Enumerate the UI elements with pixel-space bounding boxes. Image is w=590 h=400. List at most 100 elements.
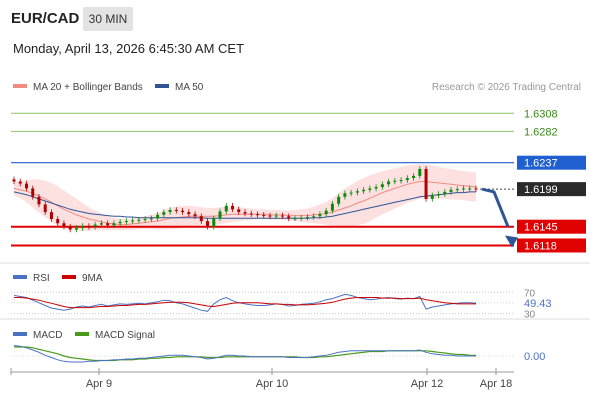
- rsi-ma-legend-label: 9MA: [82, 273, 103, 284]
- timestamp-label: Monday, April 13, 2026 6:45:30 AM CET: [13, 41, 245, 56]
- macd-value-label: 0.00: [524, 351, 545, 363]
- candle-body: [380, 184, 384, 188]
- candle-body: [68, 226, 72, 230]
- pivot-level-tag: [517, 155, 586, 170]
- time-tick-label: Apr 12: [411, 378, 443, 390]
- time-tick-label: Apr 10: [256, 378, 288, 390]
- candle-body: [430, 195, 434, 199]
- candle-body: [199, 216, 203, 222]
- candle-body: [443, 191, 447, 194]
- pivot-level-label: 1.6237: [524, 158, 558, 170]
- candle-body: [218, 211, 222, 219]
- support-level-tag: [517, 219, 586, 234]
- projection-arrow-line: [481, 187, 510, 228]
- candle-body: [268, 215, 272, 217]
- candle-body: [318, 214, 322, 217]
- ma50-legend-label: MA 50: [175, 82, 204, 93]
- candle-body: [174, 210, 178, 211]
- candle-body: [449, 189, 453, 192]
- rsi-tick-label: 70: [524, 288, 536, 299]
- candle-body: [355, 191, 359, 193]
- candle-body: [330, 203, 334, 211]
- candle-body: [187, 212, 191, 215]
- candle-body: [49, 212, 53, 220]
- candle-body: [455, 189, 459, 191]
- candle-body: [124, 221, 128, 223]
- candle-body: [231, 205, 235, 210]
- candle-body: [99, 223, 103, 225]
- macd-panel: 0.00: [11, 345, 545, 363]
- ma50-legend-swatch: [155, 84, 169, 88]
- candle-body: [24, 183, 28, 189]
- rsi-ma-line: [14, 297, 476, 309]
- candle-body: [193, 214, 197, 217]
- candle-body: [393, 180, 397, 182]
- candle-body: [412, 175, 416, 178]
- rsi-ma-legend-swatch: [62, 275, 76, 279]
- current-level-label: 1.6199: [524, 184, 558, 196]
- support-level-label: 1.6118: [524, 240, 557, 252]
- ma50-line: [13, 191, 476, 219]
- macd-legend-swatch: [13, 332, 27, 336]
- candle-body: [31, 188, 35, 197]
- candle-body: [168, 210, 172, 213]
- candle-body: [424, 168, 428, 199]
- candle-body: [262, 214, 266, 216]
- candle-body: [280, 215, 284, 217]
- projection-arrow-head: [505, 235, 518, 248]
- macd-line: [13, 345, 476, 363]
- candle-body: [287, 216, 291, 219]
- candle-body: [468, 188, 472, 190]
- price-panel: 1.6308 1.6282 1.6237 1.6199 1.6145 1.6118: [11, 108, 586, 253]
- macd-signal-legend-swatch: [75, 332, 89, 336]
- bollinger-band-area: [14, 164, 476, 231]
- candle-body: [474, 188, 478, 190]
- candle-body: [87, 226, 91, 227]
- ma20-legend-swatch: [13, 84, 27, 88]
- candle-body: [293, 218, 297, 220]
- rsi-tick-label: 30: [524, 309, 536, 320]
- candle-body: [118, 221, 122, 224]
- candle-body: [81, 226, 85, 229]
- candle-body: [237, 209, 241, 213]
- candle-body: [305, 216, 309, 218]
- candle-body: [418, 168, 422, 176]
- candle-body: [349, 192, 353, 194]
- rsi-legend-swatch: [13, 275, 27, 279]
- candle-body: [12, 179, 16, 182]
- candle-body: [149, 218, 153, 220]
- time-tick-label: Apr 9: [86, 378, 112, 390]
- candle-body: [212, 218, 216, 227]
- rsi-legend: RSI 9MA: [13, 273, 103, 284]
- ma20-legend-label: MA 20 + Bollinger Bands: [33, 82, 143, 93]
- candle-body: [37, 196, 41, 205]
- time-tick-label: Apr 18: [480, 378, 512, 390]
- candle-body: [437, 194, 441, 196]
- resistance-level-label: 1.6282: [524, 126, 558, 138]
- macd-legend-label: MACD: [33, 330, 62, 341]
- candle-body: [162, 212, 166, 215]
- candle-body: [43, 204, 47, 213]
- candle-body: [324, 210, 328, 215]
- candle-body: [368, 188, 372, 190]
- candle-body: [399, 180, 403, 182]
- candle-body: [106, 223, 110, 226]
- chart-header: EUR/CAD 30 MIN Monday, April 13, 2026 6:…: [0, 0, 590, 70]
- candle-body: [337, 196, 341, 204]
- candle-body: [243, 212, 247, 214]
- candle-body: [343, 193, 347, 197]
- candle-body: [274, 215, 278, 217]
- rsi-value-label: 49.43: [524, 298, 552, 310]
- candle-body: [74, 228, 78, 230]
- price-legend: MA 20 + Bollinger Bands MA 50 Research ©…: [13, 82, 581, 93]
- candle-body: [249, 213, 253, 215]
- candle-body: [112, 223, 116, 226]
- macd-signal-line: [14, 346, 476, 362]
- candle-body: [299, 217, 303, 219]
- timeframe-badge[interactable]: 30 MIN: [83, 7, 133, 31]
- candle-body: [93, 224, 97, 227]
- macd-signal-legend-label: MACD Signal: [95, 330, 155, 341]
- candle-body: [156, 214, 160, 219]
